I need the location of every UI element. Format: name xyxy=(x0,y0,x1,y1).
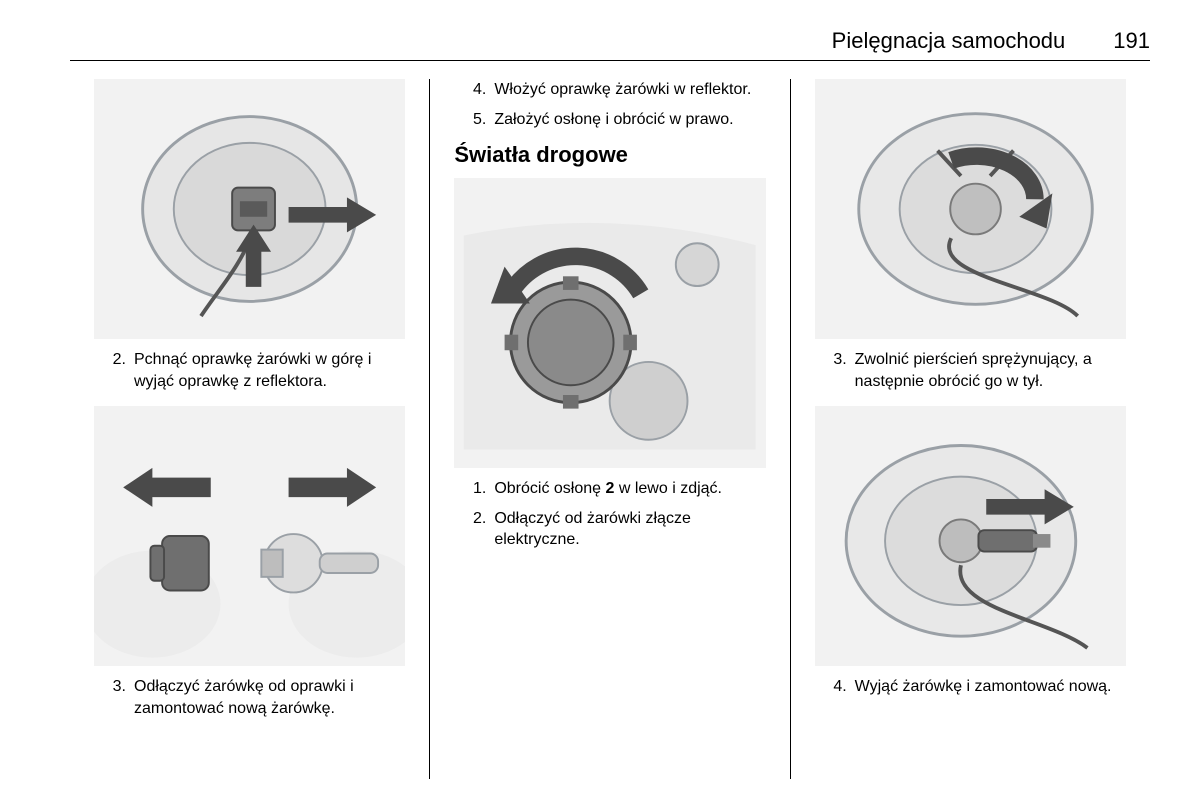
col2-step-1: 1. Obrócić osłonę 2 w lewo i zdjąć. xyxy=(454,478,765,500)
column-1: 2. Pchnąć oprawkę żarówki w górę i wyjąć… xyxy=(70,79,429,779)
figure-bulb-detach xyxy=(94,406,405,666)
header-title: Pielęgnacja samochodu xyxy=(832,28,1066,54)
step-number: 3. xyxy=(829,349,847,392)
step-text-a: Obrócić osłonę xyxy=(494,480,605,497)
col3-step-4: 4. Wyjąć żarówkę i zamontować nową. xyxy=(815,676,1126,698)
heading-high-beam: Światła drogowe xyxy=(454,142,765,168)
figure-bulb-pull xyxy=(815,406,1126,666)
step-number: 4. xyxy=(468,79,486,101)
figure-spring-release xyxy=(815,79,1126,339)
step-text: Włożyć oprawkę żarówki w reflektor. xyxy=(494,79,765,101)
content-columns: 2. Pchnąć oprawkę żarówki w górę i wyjąć… xyxy=(70,79,1150,779)
step-number: 4. xyxy=(829,676,847,698)
step-text: Pchnąć oprawkę żarówki w górę i wyjąć op… xyxy=(134,349,405,392)
page-header: Pielęgnacja samochodu 191 xyxy=(70,28,1150,61)
col2-step-4: 4. Włożyć oprawkę żarówki w reflektor. xyxy=(454,79,765,101)
column-2: 4. Włożyć oprawkę żarówki w reflektor. 5… xyxy=(429,79,789,779)
step-number: 5. xyxy=(468,109,486,131)
col2-step-5: 5. Założyć osłonę i obrócić w prawo. xyxy=(454,109,765,131)
col1-step-2: 2. Pchnąć oprawkę żarówki w górę i wyjąć… xyxy=(94,349,405,392)
column-3: 3. Zwolnić pierścień sprężynujący, a nas… xyxy=(790,79,1150,779)
step-text: Odłączyć żarówkę od oprawki i zamontować… xyxy=(134,676,405,719)
col2-step-2: 2. Odłączyć od żarówki złącze elektryczn… xyxy=(454,508,765,551)
step-text: Zwolnić pierścień sprężynujący, a następ… xyxy=(855,349,1126,392)
step-text: Obrócić osłonę 2 w lewo i zdjąć. xyxy=(494,478,765,500)
figure-cap-rotate xyxy=(454,178,765,468)
step-number: 3. xyxy=(108,676,126,719)
step-number: 1. xyxy=(468,478,486,500)
col1-step-3: 3. Odłączyć żarówkę od oprawki i zamonto… xyxy=(94,676,405,719)
step-number: 2. xyxy=(108,349,126,392)
step-text: Założyć osłonę i obrócić w prawo. xyxy=(494,109,765,131)
header-page-number: 191 xyxy=(1113,28,1150,54)
figure-bulb-holder-remove xyxy=(94,79,405,339)
col3-step-3: 3. Zwolnić pierścień sprężynujący, a nas… xyxy=(815,349,1126,392)
step-text: Odłączyć od żarówki złącze elektryczne. xyxy=(494,508,765,551)
step-text-b: w lewo i zdjąć. xyxy=(614,480,722,497)
step-number: 2. xyxy=(468,508,486,551)
step-text: Wyjąć żarówkę i zamontować nową. xyxy=(855,676,1126,698)
